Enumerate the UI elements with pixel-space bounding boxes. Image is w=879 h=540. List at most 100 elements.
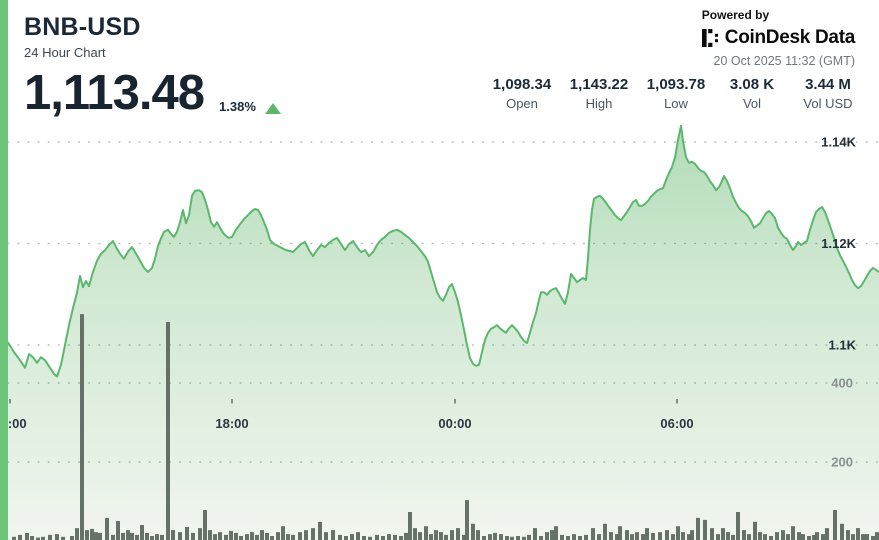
price-line (7, 124, 879, 378)
volume-bar (213, 534, 217, 540)
volume-bar (218, 532, 222, 540)
volume-bar (150, 536, 154, 540)
volume-bar (786, 534, 790, 540)
up-arrow-icon (264, 103, 281, 114)
volume-bar (742, 530, 746, 540)
volume-bar (465, 500, 469, 540)
volume-bar (716, 534, 720, 540)
stat-label: Open (506, 96, 538, 111)
volume-bar (304, 530, 308, 540)
volume-bar (476, 530, 480, 540)
volume-bar (229, 530, 233, 540)
volume-bar (687, 534, 691, 540)
volume-bar (429, 534, 433, 540)
stat-vol-usd: 3.44 M Vol USD (803, 76, 852, 111)
stat-open: 1,098.34 Open (493, 76, 551, 111)
brand-name: CoinDesk Data (724, 27, 856, 48)
volume-bar (439, 532, 443, 540)
volume-bar (418, 532, 422, 540)
volume-bar (493, 532, 497, 540)
volume-bar (456, 528, 460, 540)
volume-bar (871, 536, 875, 540)
volume-bar (350, 534, 354, 540)
stat-label: High (585, 96, 613, 111)
volume-bar (171, 530, 175, 540)
coindesk-logo[interactable]: CoinDesk Data (701, 27, 856, 49)
volume-bar (731, 534, 735, 540)
volume-bar (413, 528, 417, 540)
volume-bar (404, 532, 408, 540)
volume-bar (387, 534, 391, 540)
volume-bar (591, 528, 595, 540)
volume-bar (111, 534, 115, 540)
price-axis-label: 1.14K (821, 135, 856, 150)
volume-bar (658, 532, 662, 540)
volume-bar (566, 536, 570, 540)
volume-bar (434, 530, 438, 540)
volume-bar (516, 536, 520, 540)
volume-bar (25, 532, 29, 540)
volume-axis-label: 200 (831, 455, 853, 470)
volume-bar (444, 534, 448, 540)
volume-axis-label: 400 (831, 376, 853, 391)
volume-bar (505, 536, 509, 540)
volume-bar (61, 536, 65, 540)
volume-bar (265, 532, 269, 540)
volume-bar (85, 530, 89, 540)
volume-bar (840, 523, 844, 540)
volume-bar (825, 528, 829, 540)
volume-bar (726, 532, 730, 540)
volume-bar (554, 526, 558, 540)
volume-bar (527, 534, 531, 540)
volume-bar (255, 534, 259, 540)
volume-bar (801, 534, 805, 540)
volume-bar (833, 510, 837, 540)
volume-bar (381, 536, 385, 540)
volume-bar (298, 532, 302, 540)
volume-bar (408, 512, 412, 540)
volume-bar (710, 528, 714, 540)
price-area (8, 125, 879, 540)
volume-bar (338, 534, 342, 540)
price-row: 1,113.48 1.38% (24, 69, 281, 118)
volume-bar (208, 530, 212, 540)
volume-bar (597, 534, 601, 540)
volume-bar (80, 314, 84, 540)
volume-bar (399, 536, 403, 540)
volume-bar (471, 523, 475, 540)
volume-bar (160, 534, 164, 540)
volume-bar (94, 532, 98, 540)
powered-by-label: Powered by (701, 8, 770, 22)
volume-bar (736, 512, 740, 540)
volume-bar (185, 527, 189, 540)
volume-bar (260, 530, 264, 540)
volume-bar (55, 534, 59, 540)
volume-bar (331, 530, 335, 540)
volume-bar (625, 530, 629, 540)
volume-bar (539, 536, 543, 540)
page-title: BNB-USD (24, 13, 141, 41)
volume-bar (615, 534, 619, 540)
volume-bar (140, 525, 144, 540)
volume-bar (875, 532, 879, 540)
volume-bar (641, 534, 645, 540)
volume-bar (105, 517, 109, 540)
x-axis-tick (676, 399, 678, 404)
volume-bar (797, 532, 801, 540)
volume-bar (856, 528, 860, 540)
volume-bar (769, 536, 773, 540)
stat-value: 1,098.34 (492, 76, 552, 93)
stat-value: 1,143.22 (569, 76, 629, 93)
volume-bar (36, 537, 40, 540)
volume-bar (155, 534, 159, 540)
x-axis-tick (454, 399, 456, 404)
volume-bar (224, 534, 228, 540)
chart-subtitle: 24 Hour Chart (24, 45, 106, 60)
volume-bar (48, 534, 52, 540)
volume-bar (70, 536, 74, 540)
volume-bar (651, 532, 655, 540)
volume-bar (584, 534, 588, 540)
